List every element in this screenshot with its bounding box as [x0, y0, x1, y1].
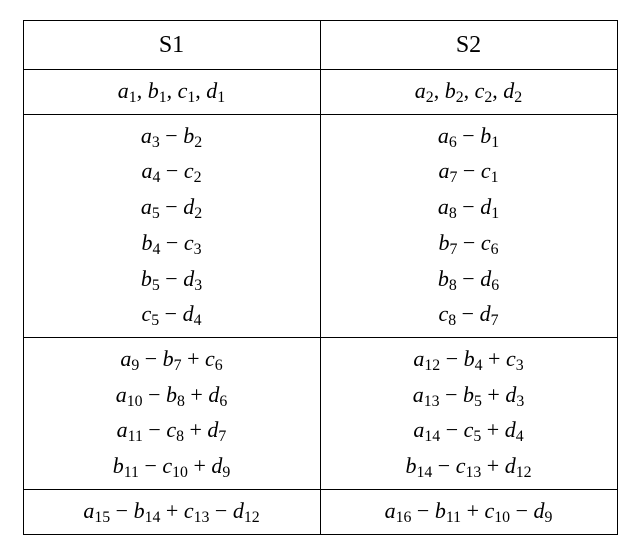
math-table: S1 S2 a1, b1, c1, d1 a2, b2, c2, d2 a3 −…: [23, 20, 618, 535]
cell-s1-sec1: a3 − b2a4 − c2a5 − d2b4 − c3b5 − d3c5 − …: [23, 114, 320, 337]
cell-s1-sec0: a1, b1, c1, d1: [23, 70, 320, 115]
table-header-row: S1 S2: [23, 21, 617, 70]
cell-s2-sec3: a16 − b11 + c10 − d9: [320, 489, 617, 534]
cell-s2-sec1: a6 − b1a7 − c1a8 − d1b7 − c6b8 − d6c8 − …: [320, 114, 617, 337]
col-header-s2: S2: [320, 21, 617, 70]
table-row: a15 − b14 + c13 − d12 a16 − b11 + c10 − …: [23, 489, 617, 534]
cell-s2-sec0: a2, b2, c2, d2: [320, 70, 617, 115]
table-row: a9 − b7 + c6a10 − b8 + d6a11 − c8 + d7b1…: [23, 338, 617, 490]
col-header-s1: S1: [23, 21, 320, 70]
cell-s2-sec2: a12 − b4 + c3a13 − b5 + d3a14 − c5 + d4b…: [320, 338, 617, 490]
cell-s1-sec2: a9 − b7 + c6a10 − b8 + d6a11 − c8 + d7b1…: [23, 338, 320, 490]
table-row: a3 − b2a4 − c2a5 − d2b4 − c3b5 − d3c5 − …: [23, 114, 617, 337]
table-row: a1, b1, c1, d1 a2, b2, c2, d2: [23, 70, 617, 115]
cell-s1-sec3: a15 − b14 + c13 − d12: [23, 489, 320, 534]
